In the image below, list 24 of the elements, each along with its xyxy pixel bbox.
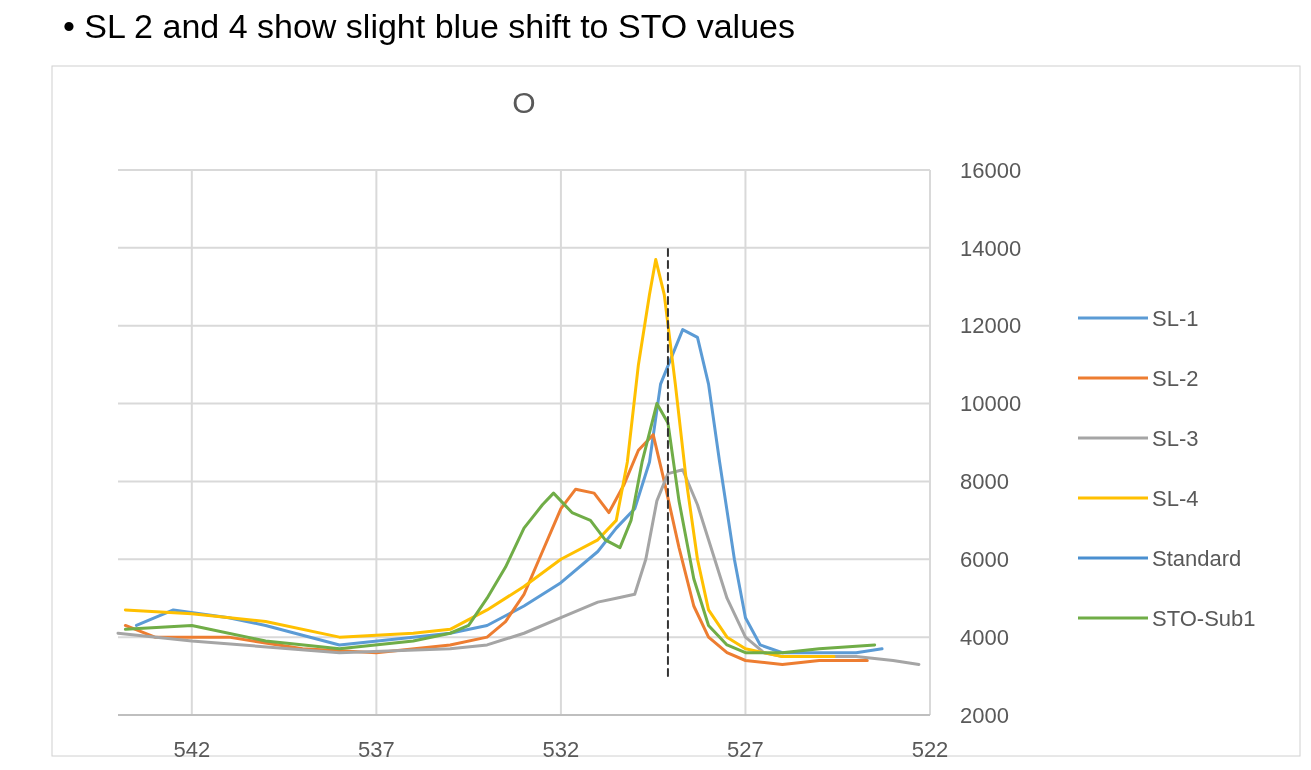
line-series: [123, 258, 836, 659]
y-tick-label: 10000: [960, 391, 1022, 417]
legend-label: SL-3: [1152, 425, 1199, 451]
y-tick-label: 16000: [960, 157, 1022, 183]
x-tick-label: 527: [727, 737, 764, 762]
legend-label: STO-Sub1: [1152, 605, 1256, 631]
legend-label: SL-2: [1152, 365, 1199, 391]
legend-label: Standard: [1152, 545, 1242, 571]
legend-label: SL-4: [1152, 485, 1199, 511]
chart-title: O: [512, 86, 536, 119]
x-tick-label: 522: [911, 737, 949, 762]
y-tick-label: 2000: [960, 702, 1009, 728]
y-tick-label: 6000: [960, 546, 1009, 572]
y-tick-label: 4000: [960, 624, 1009, 650]
x-tick-label: 542: [173, 737, 211, 762]
line-series: [116, 468, 921, 666]
y-tick-label: 8000: [960, 469, 1009, 495]
x-tick-label: 532: [542, 737, 580, 762]
text: • SL 2 and 4 show slight blue shift to STO values: [63, 7, 795, 45]
legend-label: SL-1: [1152, 305, 1199, 331]
line-series: [123, 402, 877, 655]
y-tick-label: 12000: [960, 313, 1022, 339]
x-tick-label: 537: [358, 737, 395, 762]
y-tick-label: 14000: [960, 235, 1022, 261]
